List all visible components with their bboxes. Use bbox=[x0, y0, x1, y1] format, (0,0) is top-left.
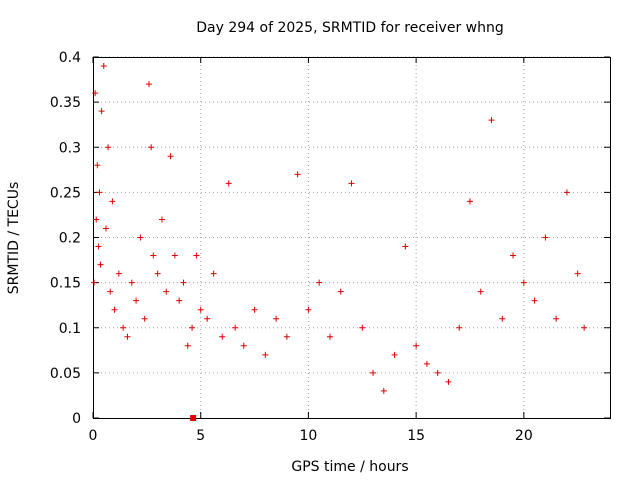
data-point bbox=[456, 324, 463, 331]
data-point bbox=[445, 378, 452, 385]
data-point bbox=[94, 162, 101, 169]
y-tick-label: 0.25 bbox=[50, 185, 81, 201]
x-tick-label: 10 bbox=[300, 428, 318, 444]
data-point bbox=[370, 369, 377, 376]
y-tick-label: 0.05 bbox=[50, 366, 81, 382]
data-point bbox=[466, 198, 473, 205]
data-point bbox=[105, 144, 112, 151]
data-point bbox=[326, 333, 333, 340]
data-point bbox=[133, 297, 140, 304]
annotation-marker bbox=[190, 415, 197, 421]
data-point bbox=[305, 306, 312, 313]
data-point bbox=[124, 333, 131, 340]
data-point bbox=[146, 81, 153, 88]
y-tick-label: 0.2 bbox=[59, 231, 81, 247]
data-point bbox=[111, 306, 118, 313]
data-point bbox=[95, 243, 102, 250]
data-point bbox=[391, 351, 398, 358]
data-point bbox=[520, 279, 527, 286]
data-point bbox=[163, 288, 170, 295]
y-tick-label: 0.4 bbox=[59, 50, 81, 66]
data-point bbox=[98, 108, 105, 115]
data-point bbox=[189, 324, 196, 331]
data-point bbox=[197, 306, 204, 313]
data-point bbox=[553, 315, 560, 322]
x-tick-label: 5 bbox=[196, 428, 205, 444]
data-point bbox=[210, 270, 217, 277]
chart-title: Day 294 of 2025, SRMTID for receiver whn… bbox=[196, 20, 504, 36]
data-point bbox=[574, 270, 581, 277]
data-point bbox=[148, 144, 155, 151]
data-point bbox=[488, 117, 495, 124]
data-point bbox=[97, 261, 104, 268]
data-point bbox=[316, 279, 323, 286]
data-point bbox=[219, 333, 226, 340]
data-point bbox=[283, 333, 290, 340]
data-point bbox=[102, 225, 109, 232]
data-point bbox=[542, 234, 549, 241]
y-axis: 0 0.05 0.1 0.15 0.2 0.25 0.3 0.35 0.4 bbox=[50, 50, 610, 427]
data-point bbox=[100, 63, 107, 70]
x-tick-label: 0 bbox=[89, 428, 98, 444]
data-point bbox=[413, 342, 420, 349]
data-point bbox=[510, 252, 517, 259]
data-point bbox=[563, 189, 570, 196]
data-point bbox=[96, 189, 103, 196]
x-tick-label: 15 bbox=[407, 428, 425, 444]
data-point bbox=[273, 315, 280, 322]
data-point bbox=[499, 315, 506, 322]
data-point bbox=[225, 180, 232, 187]
data-point bbox=[167, 153, 174, 160]
data-point bbox=[120, 324, 127, 331]
data-point bbox=[380, 387, 387, 394]
data-point bbox=[232, 324, 239, 331]
data-point bbox=[262, 351, 269, 358]
data-point bbox=[402, 243, 409, 250]
data-point bbox=[204, 315, 211, 322]
y-tick-label: 0.35 bbox=[50, 95, 81, 111]
data-points bbox=[91, 63, 588, 394]
data-point bbox=[128, 279, 135, 286]
data-point bbox=[171, 252, 178, 259]
data-point bbox=[423, 360, 430, 367]
data-point bbox=[531, 297, 538, 304]
data-point bbox=[184, 342, 191, 349]
data-point bbox=[141, 315, 148, 322]
data-point bbox=[93, 216, 100, 223]
data-point bbox=[193, 252, 200, 259]
data-point bbox=[154, 270, 161, 277]
data-point bbox=[109, 198, 116, 205]
data-point bbox=[158, 216, 165, 223]
data-point bbox=[176, 297, 183, 304]
x-axis: 0 5 10 15 20 bbox=[89, 57, 533, 444]
plot-frame bbox=[93, 57, 611, 419]
data-point bbox=[337, 288, 344, 295]
data-point bbox=[150, 252, 157, 259]
data-point bbox=[348, 180, 355, 187]
y-axis-label: SRMTID / TECUs bbox=[6, 182, 22, 295]
y-tick-label: 0 bbox=[72, 411, 81, 427]
data-point bbox=[92, 90, 99, 97]
data-point bbox=[251, 306, 258, 313]
y-tick-label: 0.1 bbox=[59, 321, 81, 337]
x-tick-label: 20 bbox=[515, 428, 533, 444]
y-tick-label: 0.15 bbox=[50, 276, 81, 292]
annotations bbox=[190, 415, 197, 421]
data-point bbox=[434, 369, 441, 376]
data-point bbox=[294, 171, 301, 178]
x-axis-label: GPS time / hours bbox=[291, 459, 408, 475]
data-point bbox=[91, 279, 98, 286]
data-point bbox=[477, 288, 484, 295]
data-point bbox=[359, 324, 366, 331]
y-tick-label: 0.3 bbox=[59, 140, 81, 156]
data-point bbox=[107, 288, 114, 295]
grid-lines bbox=[93, 56, 610, 418]
data-point bbox=[115, 270, 122, 277]
data-point bbox=[240, 342, 247, 349]
data-point bbox=[581, 324, 588, 331]
data-point bbox=[137, 234, 144, 241]
data-point bbox=[180, 279, 187, 286]
